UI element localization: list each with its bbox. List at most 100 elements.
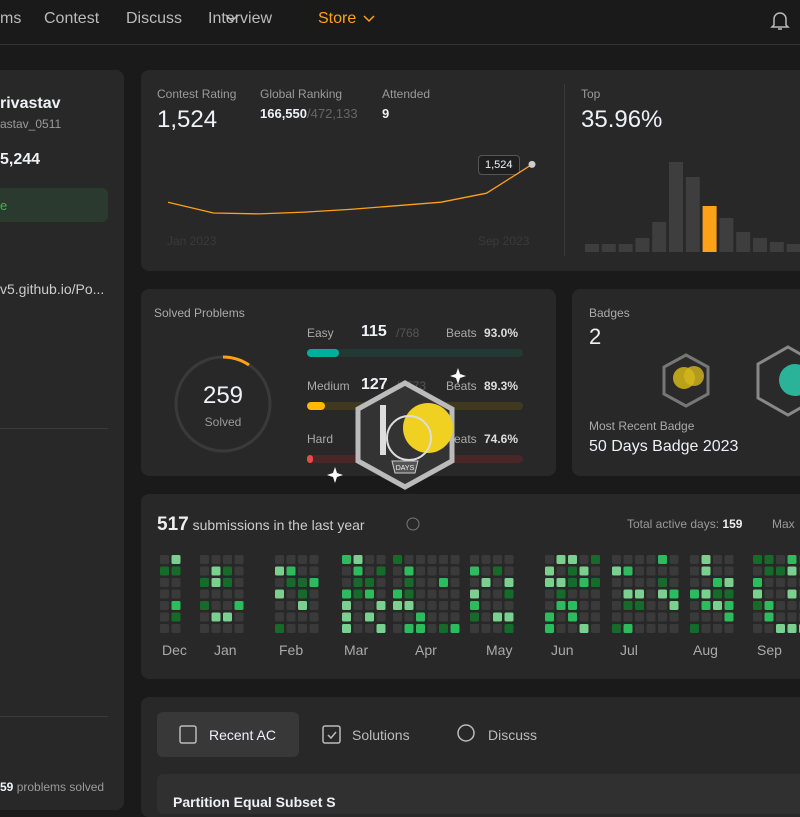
nav-item[interactable]: Contest xyxy=(44,10,100,27)
sub-text: submissions in the last year xyxy=(192,517,365,533)
solved-text: problems solved xyxy=(16,780,105,794)
heatmap-cell xyxy=(612,624,621,633)
heatmap-cell xyxy=(404,601,414,610)
heatmap-cell xyxy=(764,601,774,610)
heatmap-cell xyxy=(427,566,437,576)
heatmap-cell xyxy=(470,566,479,576)
heatmap-cell xyxy=(298,566,307,576)
tab[interactable]: Recent AC xyxy=(209,727,276,743)
heatmap-cell xyxy=(646,566,656,576)
heatmap-cell xyxy=(450,589,460,599)
heatmap-cell xyxy=(787,578,797,587)
heatmap-cell xyxy=(353,566,363,576)
heatmap-cell xyxy=(504,589,514,599)
heatmap-cell xyxy=(764,589,774,599)
heatmap-cell xyxy=(393,566,402,576)
heatmap-cell xyxy=(568,601,577,610)
beats: 89.3% xyxy=(484,379,519,393)
heatmap-cell xyxy=(481,555,491,564)
heatmap-cell xyxy=(764,566,774,576)
heatmap-cell xyxy=(171,578,181,587)
title: Solved Problems xyxy=(154,306,245,320)
heatmap-cell xyxy=(669,601,679,610)
heatmap-cell xyxy=(504,555,514,564)
heatmap-cell xyxy=(724,624,734,633)
heatmap-cell xyxy=(342,566,351,576)
month-label: Jun xyxy=(551,642,574,658)
progress-track xyxy=(307,349,523,357)
heatmap-cell xyxy=(393,601,402,610)
heatmap-cell xyxy=(211,601,221,610)
heatmap-cell xyxy=(579,566,589,576)
heatmap-cell xyxy=(309,624,319,633)
heatmap-cell xyxy=(623,566,633,576)
link[interactable]: v5.github.io/Po... xyxy=(0,281,105,297)
nav-item[interactable]: Interview xyxy=(208,10,273,27)
distribution-bar xyxy=(753,238,767,252)
heatmap-cell xyxy=(439,601,448,610)
edit-button[interactable] xyxy=(0,188,108,222)
heatmap-cell xyxy=(404,624,414,633)
heatmap-cell xyxy=(669,555,679,564)
heatmap-cell xyxy=(568,578,577,587)
heatmap-cell xyxy=(635,578,644,587)
heatmap-cell xyxy=(690,612,699,622)
heatmap-cell xyxy=(439,612,448,622)
ring-arc xyxy=(222,355,250,367)
heatmap-cell xyxy=(787,612,797,622)
heatmap-cell xyxy=(298,589,307,599)
heatmap-cell xyxy=(234,624,244,633)
tab[interactable]: Discuss xyxy=(488,727,538,743)
beats-label: Beats xyxy=(446,379,477,393)
heatmap-cell xyxy=(764,555,774,564)
heatmap-cell xyxy=(635,612,644,622)
heatmap-cell xyxy=(234,601,244,610)
heatmap-cell xyxy=(393,624,402,633)
progress-fill xyxy=(307,402,325,410)
heatmap-cell xyxy=(223,578,232,587)
month-label: Dec xyxy=(162,642,187,658)
heatmap-cell xyxy=(701,578,711,587)
month-label: Sep xyxy=(757,642,782,658)
heatmap-cell xyxy=(556,624,566,633)
heatmap-cell xyxy=(416,612,425,622)
heatmap-cell xyxy=(404,566,414,576)
chevron xyxy=(363,15,375,23)
heatmap-cell xyxy=(427,555,437,564)
heatmap-cell xyxy=(701,555,711,564)
label: Contest Rating xyxy=(157,87,237,101)
nav-item[interactable]: Discuss xyxy=(126,10,183,27)
month-label: Jan xyxy=(214,642,237,658)
heatmap-cell xyxy=(439,578,448,587)
ranking: 166,550 xyxy=(260,106,307,121)
chevron xyxy=(225,14,239,23)
heatmap-cell xyxy=(171,612,181,622)
heatmap-cell xyxy=(776,555,785,564)
heatmap-cell xyxy=(787,555,797,564)
distribution-bar xyxy=(669,162,683,252)
heatmap-cell xyxy=(470,612,479,622)
heatmap-cell xyxy=(690,601,699,610)
solved-total: 259 xyxy=(202,382,244,409)
nav-item[interactable]: Store xyxy=(318,10,357,27)
heatmap-cell xyxy=(568,612,577,622)
button-label[interactable]: e xyxy=(0,198,8,213)
heatmap-cell xyxy=(416,624,425,633)
nav-bar xyxy=(0,0,800,45)
heatmap-cell xyxy=(223,566,232,576)
heatmap-cell xyxy=(342,601,351,610)
heatmap-cell xyxy=(275,566,284,576)
nav-item[interactable]: ms xyxy=(0,10,22,27)
icon xyxy=(322,725,341,744)
heatmap-cell xyxy=(764,612,774,622)
heatmap-cell xyxy=(200,566,209,576)
x-start: Jan 2023 xyxy=(167,234,217,248)
heatmap-cell xyxy=(545,601,554,610)
heatmap-cell xyxy=(286,566,296,576)
bell-icon xyxy=(770,12,790,30)
heatmap-cell xyxy=(776,601,785,610)
heatmap-cell xyxy=(713,612,722,622)
heatmap-cell xyxy=(286,601,296,610)
tab[interactable]: Solutions xyxy=(352,727,410,743)
heatmap-cell xyxy=(658,601,667,610)
